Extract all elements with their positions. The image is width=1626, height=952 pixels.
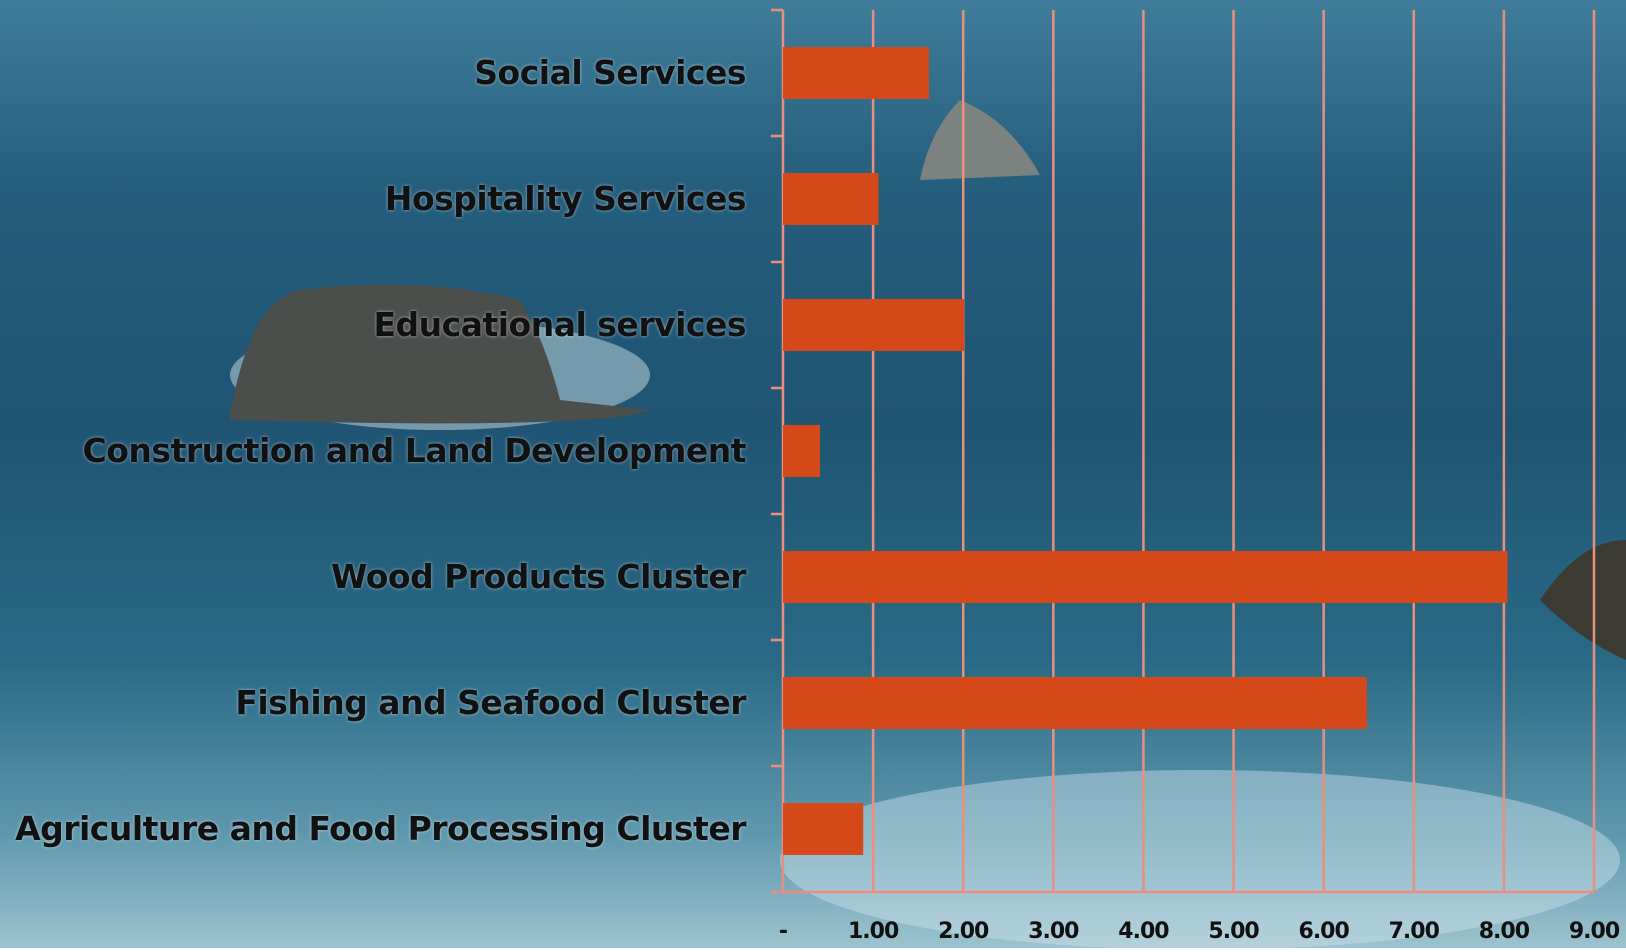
y-tick-label: Social Services [10,48,746,98]
bar [783,173,879,225]
x-tick-label: 5.00 [1208,919,1259,944]
x-tick-label: 9.00 [1569,919,1620,944]
x-tick-label: 7.00 [1389,919,1440,944]
bar [783,47,929,99]
x-tick-label: 4.00 [1118,919,1169,944]
page: {"chart_data": {"type": "bar", "orientat… [0,0,1626,948]
x-tick-label: 2.00 [938,919,989,944]
x-tick-label: 3.00 [1028,919,1079,944]
y-tick-label: Wood Products Cluster [10,552,746,602]
x-tick-label: 1.00 [848,919,899,944]
bar [783,551,1507,603]
y-tick-label: Fishing and Seafood Cluster [10,678,746,728]
bar [783,299,964,351]
y-tick-label: Construction and Land Development [10,426,746,476]
y-tick-label: Educational services [10,300,746,350]
bar [783,677,1367,729]
x-tick-label: 8.00 [1479,919,1530,944]
bar [783,803,863,855]
y-tick-label: Agriculture and Food Processing Cluster [10,804,746,854]
x-tick-label: - [779,919,787,944]
y-tick-label: Hospitality Services [10,174,746,224]
x-tick-label: 6.00 [1299,919,1350,944]
bar [783,425,820,477]
